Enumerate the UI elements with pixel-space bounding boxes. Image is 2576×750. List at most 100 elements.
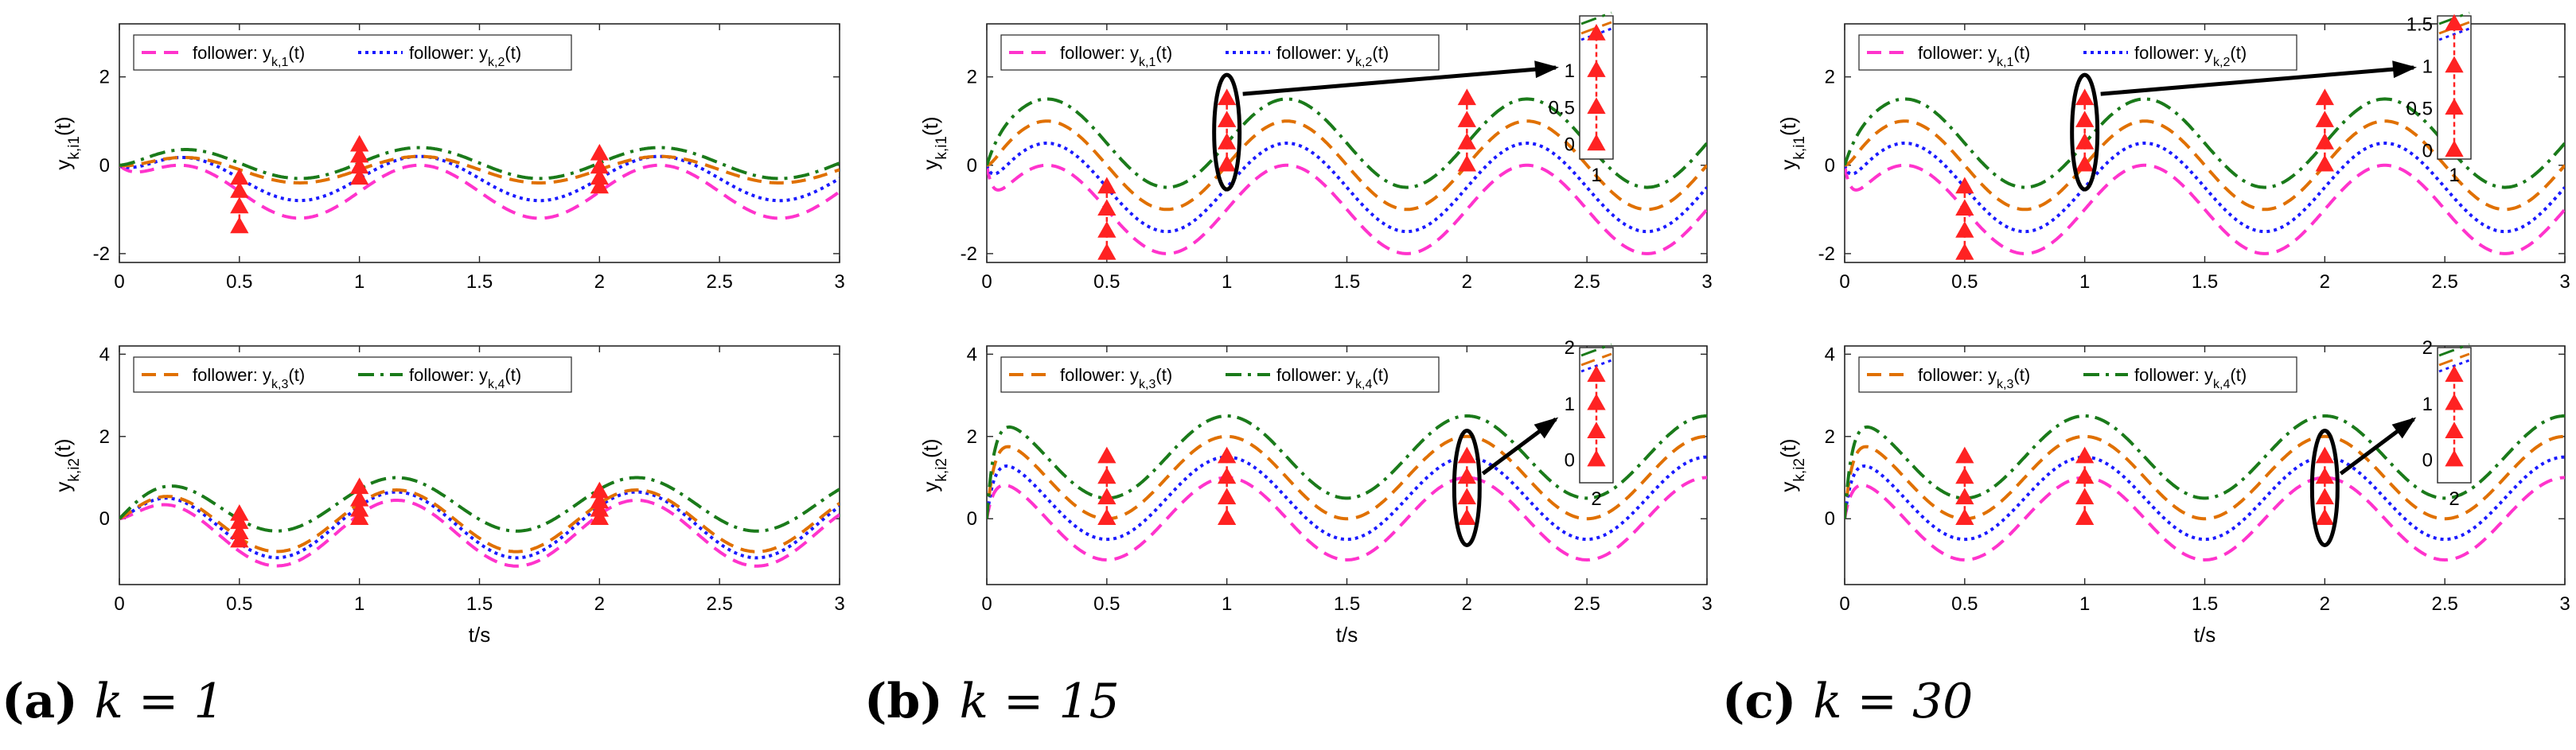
x-tick-label: 0.5 bbox=[226, 271, 252, 293]
x-tick-label: 2 bbox=[1462, 593, 1472, 615]
red-triangle-marker bbox=[230, 523, 249, 540]
legend-entry-y3: follower: yk,3(t) bbox=[193, 365, 305, 391]
x-tick-label: 1 bbox=[2079, 593, 2090, 615]
inset-series-y2 bbox=[2438, 27, 2470, 41]
red-triangle-marker bbox=[590, 508, 609, 525]
y-axis-label: yk,i1(t) bbox=[1776, 116, 1808, 169]
marker-group-t1 bbox=[1218, 88, 1237, 172]
red-triangle-marker bbox=[1218, 88, 1237, 106]
legend-entry-y4-main: follower: y bbox=[409, 365, 488, 385]
x-tick-label: 0 bbox=[1839, 593, 1849, 615]
x-tick-label: 1.5 bbox=[466, 593, 493, 615]
red-triangle-marker bbox=[2075, 132, 2095, 150]
red-triangle-marker bbox=[1955, 508, 1974, 525]
marker-group-t1 bbox=[350, 477, 369, 525]
legend-entry-y3-sub: k,3 bbox=[1139, 378, 1155, 391]
legend-entry-y2-main: follower: y bbox=[1276, 43, 1355, 63]
legend-entry-y2-main: follower: y bbox=[409, 43, 488, 63]
inset-series-y3 bbox=[2438, 21, 2470, 35]
red-triangle-marker bbox=[350, 508, 369, 525]
inset-triangle-marker bbox=[2445, 393, 2464, 410]
marker-group-t2 bbox=[2315, 88, 2334, 172]
red-triangle-marker bbox=[2075, 111, 2095, 127]
inset-tick-label: 2 bbox=[1565, 337, 1575, 359]
y-tick-label: 2 bbox=[967, 426, 977, 448]
legend-entry-y2-suffix: (t) bbox=[505, 43, 521, 63]
y-axis-label-suffix: (t) bbox=[918, 116, 942, 136]
x-tick-label: 2.5 bbox=[706, 593, 732, 615]
legend-entry-y2: follower: yk,2(t) bbox=[1276, 43, 1389, 69]
inset-stray-label: 2 bbox=[1591, 488, 1601, 510]
red-triangle-marker bbox=[1457, 132, 1476, 150]
x-tick-label: 2 bbox=[2320, 593, 2330, 615]
x-tick-label: 3 bbox=[834, 593, 844, 615]
marker-group-t2 bbox=[590, 143, 609, 194]
zoom-arrow-head bbox=[2391, 417, 2417, 439]
inset-stray-label: 2 bbox=[2449, 488, 2459, 510]
red-triangle-marker bbox=[2315, 467, 2334, 484]
x-tick-label: 0.5 bbox=[1093, 271, 1120, 293]
x-tick-label: 1 bbox=[2079, 271, 2090, 293]
series-line-y3 bbox=[987, 119, 1707, 212]
red-triangle-marker bbox=[1097, 508, 1117, 525]
x-tick-label: 2 bbox=[1462, 271, 1472, 293]
inset-series-y3 bbox=[1580, 21, 1612, 35]
series-line-y1 bbox=[1845, 476, 2565, 562]
x-tick-label: 0 bbox=[114, 593, 124, 615]
caption-text: k = 15 bbox=[960, 674, 1120, 729]
zoom-inset: 0 1 2 2 bbox=[1565, 337, 1614, 510]
red-triangle-marker bbox=[590, 177, 609, 194]
legend-entry-y3-main: follower: y bbox=[1918, 365, 1997, 385]
legend-entry-y4-suffix: (t) bbox=[505, 365, 521, 385]
marker-group-t2 bbox=[1457, 88, 1476, 172]
zoom-arrow-head bbox=[1534, 417, 1559, 439]
red-triangle-marker bbox=[1955, 488, 1974, 505]
legend-entry-y2-sub: k,2 bbox=[2213, 56, 2230, 69]
y-tick-label: 0 bbox=[99, 155, 110, 177]
series-line-y1 bbox=[119, 499, 840, 568]
red-triangle-marker bbox=[590, 143, 609, 161]
inset-series-y4 bbox=[1580, 11, 1612, 25]
red-triangle-marker bbox=[2315, 132, 2334, 150]
y-axis-label-main: y bbox=[918, 482, 942, 492]
x-tick-label: 3 bbox=[2559, 271, 2570, 293]
red-triangle-marker bbox=[2315, 111, 2334, 127]
inset-stray-label: 1 bbox=[1591, 165, 1601, 186]
inset-tick-label: 0.5 bbox=[1549, 97, 1575, 119]
inset-triangle-marker bbox=[2445, 14, 2464, 31]
y-axis-label: yk,i2(t) bbox=[51, 438, 83, 492]
legend-box bbox=[1858, 356, 2297, 393]
marker-group-t1 bbox=[2075, 88, 2095, 172]
legend-box bbox=[1858, 34, 2297, 71]
legend-entry-y3-main: follower: y bbox=[1060, 365, 1139, 385]
y-axis-label: yk,i2(t) bbox=[1776, 438, 1808, 492]
y-axis-label-main: y bbox=[1776, 160, 1800, 170]
series-line-y3 bbox=[1845, 119, 2565, 212]
red-triangle-marker bbox=[1218, 154, 1237, 172]
inset-series-y4 bbox=[2438, 343, 2470, 357]
x-tick-label: 2 bbox=[594, 593, 605, 615]
marker-group-t0.5 bbox=[1955, 177, 1974, 260]
zoom-inset: 0 0.5 1 1.5 1 bbox=[2406, 11, 2472, 186]
red-triangle-marker bbox=[1097, 177, 1117, 194]
red-triangle-marker bbox=[2315, 508, 2334, 525]
red-triangle-marker bbox=[230, 181, 249, 198]
legend-entry-y1: follower: yk,1(t) bbox=[1060, 43, 1172, 69]
x-tick-label: 0.5 bbox=[1093, 593, 1120, 615]
series-line-y4 bbox=[119, 146, 840, 181]
legend-entry-y3-suffix: (t) bbox=[2013, 365, 2030, 385]
marker-group-t1 bbox=[350, 134, 369, 185]
red-triangle-marker bbox=[2315, 488, 2334, 505]
x-tick-label: 2.5 bbox=[2431, 271, 2457, 293]
inset-stray-label: 1 bbox=[2449, 165, 2459, 186]
red-triangle-marker bbox=[230, 530, 249, 548]
legend-entry-y1-sub: k,1 bbox=[1997, 56, 2013, 69]
x-tick-label: 1 bbox=[354, 593, 364, 615]
inset-triangle-marker bbox=[2445, 365, 2464, 383]
legend-entry-y4-sub: k,4 bbox=[488, 378, 505, 391]
inset-tick-label: 1 bbox=[2422, 394, 2433, 415]
x-tick-label: 1 bbox=[1222, 593, 1232, 615]
